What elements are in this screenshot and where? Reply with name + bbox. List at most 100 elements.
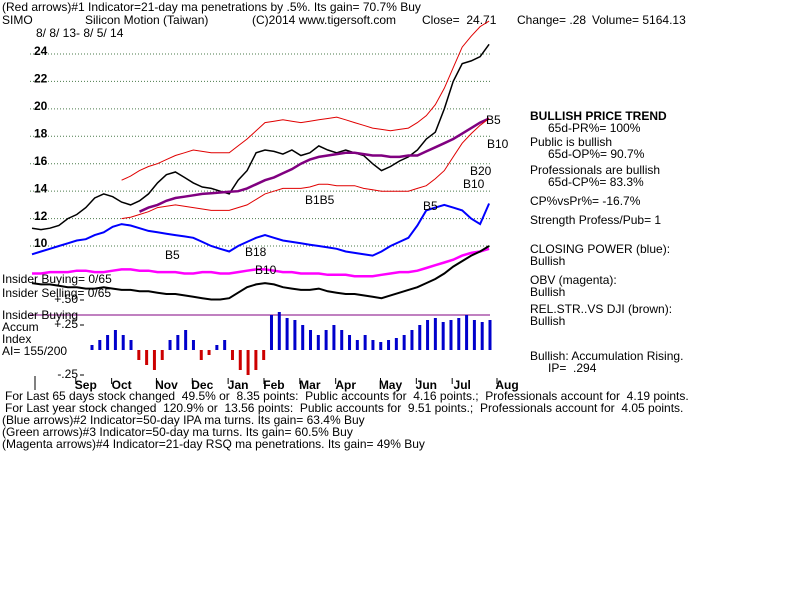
bar (332, 325, 336, 350)
signal-label: B10 (463, 177, 485, 191)
bar (426, 320, 430, 350)
x-tick-label: Feb (263, 378, 284, 392)
bar (230, 350, 234, 360)
bar (410, 330, 414, 350)
x-tick-label: Mar (299, 378, 321, 392)
bar (191, 340, 195, 350)
bar (285, 318, 289, 350)
footer-line: For Last 65 days stock changed 49.5% or … (5, 389, 689, 403)
footer-line: (Green arrows)#3 Indicator=50-day ma tur… (2, 425, 353, 439)
y-tick-label: 22 (34, 72, 48, 86)
bar (168, 340, 172, 350)
signal-label: B10 (487, 137, 509, 151)
bar (340, 330, 344, 350)
y-tick-label: -.25 (57, 367, 78, 381)
note: REL.STR..VS DJI (brown): (530, 302, 672, 316)
bar (121, 335, 125, 350)
note: CP%vsPr%= -16.7% (530, 194, 641, 208)
signal-label: B5 (165, 248, 180, 262)
bar (348, 335, 352, 350)
series-line (138, 117, 490, 213)
bar (379, 342, 383, 350)
footer-line: (Blue arrows)#2 Indicator=50-day IPA ma … (2, 413, 365, 427)
y-tick-label: +.25 (54, 317, 78, 331)
bar (488, 320, 492, 350)
note: Bullish (530, 254, 565, 268)
footer-line: For Last year stock changed 120.9% or 13… (5, 401, 683, 415)
bar (277, 312, 281, 350)
bar (98, 340, 102, 350)
series-line (31, 245, 490, 301)
bar (324, 330, 328, 350)
close: Close= 24.71 (422, 13, 497, 27)
x-tick-label: Aug (495, 378, 518, 392)
series-line (121, 20, 490, 181)
bar (145, 350, 149, 365)
x-tick-label: Dec (191, 378, 213, 392)
x-tick-label: Apr (335, 378, 356, 392)
date-range: 8/ 8/ 13- 8/ 5/ 14 (36, 26, 124, 40)
bar (246, 350, 250, 375)
series-line (31, 43, 490, 231)
bar (394, 338, 398, 350)
panel-label: Insider Buying (2, 308, 78, 322)
y-tick-label: 24 (34, 44, 48, 58)
x-tick-label: Oct (112, 378, 132, 392)
footer-line: (Magenta arrows)#4 Indicator=21-day RSQ … (2, 437, 425, 451)
panel-label: Accum (2, 320, 39, 334)
bar (309, 330, 313, 350)
note: Professionals are bullish (530, 163, 660, 177)
bar (152, 350, 156, 370)
note: CLOSING POWER (blue): (530, 242, 670, 256)
y-tick-label: 14 (34, 181, 48, 195)
bar (293, 320, 297, 350)
bar (184, 330, 188, 350)
bar (269, 315, 273, 350)
y-tick-label: 18 (34, 126, 48, 140)
panel-label: Insider Selling= 0/65 (2, 286, 111, 300)
note: Bullish: Accumulation Rising. (530, 349, 683, 363)
bar (465, 315, 469, 350)
x-tick-label: Sep (75, 378, 97, 392)
bar (472, 320, 476, 350)
y-tick-label: +.50 (54, 292, 78, 306)
signal-label: B1B5 (305, 193, 335, 207)
note: BULLISH PRICE TREND (530, 109, 667, 123)
panel-label: Insider Buying= 0/65 (2, 272, 112, 286)
signal-label: B18 (245, 245, 267, 259)
y-tick-label: 10 (34, 236, 48, 250)
header-line: (Red arrows)#1 Indicator=21-day ma penet… (2, 0, 421, 14)
bar (254, 350, 258, 370)
bar (355, 340, 359, 350)
note: Public is bullish (530, 135, 612, 149)
x-tick-label: Jul (454, 378, 471, 392)
note: Bullish (530, 314, 565, 328)
bar (387, 340, 391, 350)
bar (301, 325, 305, 350)
signal-label: B5 (423, 199, 438, 213)
y-tick-label: 16 (34, 154, 48, 168)
bar (441, 322, 445, 350)
note: Bullish (530, 285, 565, 299)
bar (106, 335, 110, 350)
symbol: SIMO (2, 13, 33, 27)
volume: Volume= 5164.13 (592, 13, 686, 27)
note: IP= .294 (548, 361, 597, 375)
note: Strength Profess/Pub= 1 (530, 213, 661, 227)
copyright: (C)2014 www.tigersoft.com (252, 13, 396, 27)
x-tick-label: Jan (228, 378, 249, 392)
x-tick-label: Jun (416, 378, 437, 392)
x-tick-label: Nov (155, 378, 178, 392)
bar (199, 350, 203, 360)
bar (129, 340, 133, 350)
bar (457, 318, 461, 350)
x-tick-label: May (379, 378, 403, 392)
bar (176, 335, 180, 350)
series-line (32, 247, 490, 278)
bar (207, 350, 211, 355)
bar (316, 335, 320, 350)
signal-label: B10 (255, 263, 277, 277)
bar (223, 340, 227, 350)
bar (160, 350, 164, 360)
